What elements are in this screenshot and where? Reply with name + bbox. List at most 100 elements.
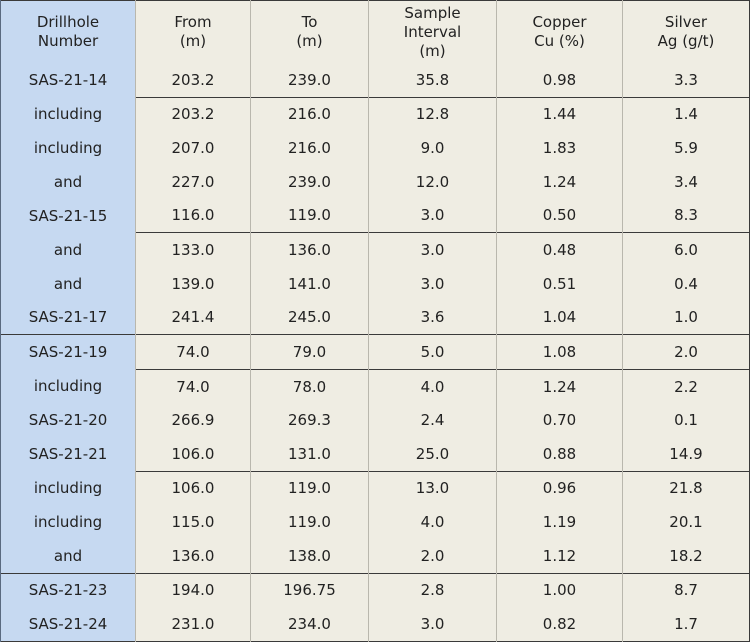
drillhole-cell: SAS-21-14 <box>0 63 136 98</box>
header-cell: Drillhole Number <box>0 0 136 63</box>
table-row: including 203.2 216.0 12.8 1.44 1.4 <box>0 96 750 132</box>
value-cell: 8.7 <box>622 572 750 608</box>
value-cell: 3.0 <box>368 266 497 301</box>
value-cell: 2.0 <box>368 538 497 574</box>
value-cell: 266.9 <box>135 403 251 437</box>
value-cell: 0.88 <box>496 437 623 472</box>
header-cell: Silver Ag (g/t) <box>622 0 750 63</box>
value-cell: 227.0 <box>135 164 251 199</box>
value-cell: 0.82 <box>496 607 623 642</box>
value-cell: 119.0 <box>250 505 369 539</box>
table-body: SAS-21-14 203.2 239.0 35.8 0.98 3.3 including 2… <box>0 63 750 642</box>
value-cell: 1.0 <box>622 300 750 335</box>
header-row: Drillhole Number From (m) To (m) Sample Interva… <box>0 0 750 63</box>
value-cell: 194.0 <box>135 572 251 608</box>
value-cell: 203.2 <box>135 63 251 98</box>
value-cell: 245.0 <box>250 300 369 335</box>
value-cell: 0.48 <box>496 232 623 267</box>
value-cell: 216.0 <box>250 131 369 165</box>
table-row: SAS-21-24 231.0 234.0 3.0 0.82 1.7 <box>0 607 750 642</box>
value-cell: 0.51 <box>496 266 623 301</box>
value-cell: 12.8 <box>368 96 497 132</box>
value-cell: 3.0 <box>368 198 497 233</box>
value-cell: 3.6 <box>368 300 497 335</box>
drillhole-cell: SAS-21-21 <box>0 437 136 472</box>
table-row: SAS-21-15 116.0 119.0 3.0 0.50 8.3 <box>0 198 750 233</box>
drillhole-cell: and <box>0 232 136 267</box>
drillhole-cell: and <box>0 538 136 574</box>
value-cell: 35.8 <box>368 63 497 98</box>
drillhole-cell: including <box>0 97 136 132</box>
drillhole-cell: including <box>0 505 136 539</box>
value-cell: 1.4 <box>622 96 750 132</box>
value-cell: 1.7 <box>622 607 750 642</box>
table-row: SAS-21-23 194.0 196.75 2.8 1.00 8.7 <box>0 572 750 608</box>
value-cell: 0.96 <box>496 470 623 506</box>
value-cell: 136.0 <box>250 232 369 267</box>
value-cell: 207.0 <box>135 131 251 165</box>
table-row: including 74.0 78.0 4.0 1.24 2.2 <box>0 368 750 404</box>
value-cell: 20.1 <box>622 505 750 539</box>
value-cell: 0.1 <box>622 403 750 437</box>
value-cell: 74.0 <box>135 368 251 404</box>
value-cell: 12.0 <box>368 164 497 199</box>
value-cell: 3.4 <box>622 164 750 199</box>
value-cell: 0.4 <box>622 266 750 301</box>
value-cell: 106.0 <box>135 470 251 506</box>
table-row: SAS-21-17 241.4 245.0 3.6 1.04 1.0 <box>0 300 750 335</box>
value-cell: 131.0 <box>250 437 369 472</box>
drillhole-cell: SAS-21-15 <box>0 198 136 233</box>
header-cell: To (m) <box>250 0 369 63</box>
table-row: and 133.0 136.0 3.0 0.48 6.0 <box>0 232 750 267</box>
value-cell: 1.04 <box>496 300 623 335</box>
value-cell: 6.0 <box>622 232 750 267</box>
drillhole-cell: SAS-21-23 <box>0 572 136 608</box>
drillhole-cell: including <box>0 131 136 165</box>
value-cell: 138.0 <box>250 538 369 574</box>
value-cell: 5.0 <box>368 334 497 370</box>
value-cell: 2.8 <box>368 572 497 608</box>
value-cell: 1.12 <box>496 538 623 574</box>
value-cell: 1.19 <box>496 505 623 539</box>
value-cell: 9.0 <box>368 131 497 165</box>
header-cell: Copper Cu (%) <box>496 0 623 63</box>
value-cell: 79.0 <box>250 334 369 370</box>
value-cell: 14.9 <box>622 437 750 472</box>
table-row: SAS-21-21 106.0 131.0 25.0 0.88 14.9 <box>0 437 750 472</box>
value-cell: 136.0 <box>135 538 251 574</box>
value-cell: 3.3 <box>622 63 750 98</box>
value-cell: 4.0 <box>368 505 497 539</box>
value-cell: 74.0 <box>135 334 251 370</box>
table-row: SAS-21-19 74.0 79.0 5.0 1.08 2.0 <box>0 334 750 370</box>
value-cell: 4.0 <box>368 368 497 404</box>
value-cell: 21.8 <box>622 470 750 506</box>
value-cell: 5.9 <box>622 131 750 165</box>
value-cell: 1.44 <box>496 96 623 132</box>
value-cell: 239.0 <box>250 63 369 98</box>
drillhole-cell: and <box>0 164 136 199</box>
table-row: and 136.0 138.0 2.0 1.12 18.2 <box>0 538 750 574</box>
value-cell: 18.2 <box>622 538 750 574</box>
table-row: SAS-21-20 266.9 269.3 2.4 0.70 0.1 <box>0 403 750 437</box>
value-cell: 13.0 <box>368 470 497 506</box>
drillhole-cell: including <box>0 471 136 506</box>
value-cell: 0.70 <box>496 403 623 437</box>
table-row: including 115.0 119.0 4.0 1.19 20.1 <box>0 505 750 539</box>
drillhole-cell: SAS-21-24 <box>0 607 136 642</box>
value-cell: 25.0 <box>368 437 497 472</box>
value-cell: 2.0 <box>622 334 750 370</box>
value-cell: 1.08 <box>496 334 623 370</box>
value-cell: 106.0 <box>135 437 251 472</box>
value-cell: 3.0 <box>368 232 497 267</box>
table-row: including 106.0 119.0 13.0 0.96 21.8 <box>0 470 750 506</box>
value-cell: 1.00 <box>496 572 623 608</box>
value-cell: 1.83 <box>496 131 623 165</box>
value-cell: 0.98 <box>496 63 623 98</box>
value-cell: 269.3 <box>250 403 369 437</box>
value-cell: 78.0 <box>250 368 369 404</box>
table-row: including 207.0 216.0 9.0 1.83 5.9 <box>0 131 750 165</box>
value-cell: 0.50 <box>496 198 623 233</box>
drillhole-cell: including <box>0 369 136 404</box>
